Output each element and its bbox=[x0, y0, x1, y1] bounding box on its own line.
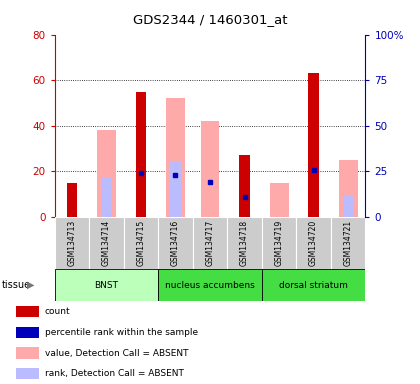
Text: GSM134713: GSM134713 bbox=[67, 220, 76, 266]
Bar bbox=[158, 217, 193, 269]
Text: GSM134718: GSM134718 bbox=[240, 220, 249, 266]
Bar bbox=[16, 348, 39, 359]
Bar bbox=[270, 183, 289, 217]
Bar bbox=[158, 269, 262, 301]
Text: tissue: tissue bbox=[2, 280, 31, 290]
Text: GSM134717: GSM134717 bbox=[205, 220, 215, 266]
Bar bbox=[16, 368, 39, 379]
Text: GSM134716: GSM134716 bbox=[171, 220, 180, 266]
Bar bbox=[55, 269, 158, 301]
Bar bbox=[101, 178, 112, 217]
Text: GSM134721: GSM134721 bbox=[344, 220, 353, 266]
Bar bbox=[123, 217, 158, 269]
Bar bbox=[239, 156, 250, 217]
Text: value, Detection Call = ABSENT: value, Detection Call = ABSENT bbox=[45, 349, 188, 358]
Bar bbox=[166, 98, 185, 217]
Text: nucleus accumbens: nucleus accumbens bbox=[165, 281, 255, 290]
Bar bbox=[339, 160, 357, 217]
Text: BNST: BNST bbox=[94, 281, 118, 290]
Bar bbox=[170, 162, 181, 217]
Bar bbox=[89, 217, 123, 269]
Text: GSM134720: GSM134720 bbox=[309, 220, 318, 266]
Bar bbox=[16, 306, 39, 318]
Text: dorsal striatum: dorsal striatum bbox=[279, 281, 348, 290]
Bar bbox=[193, 217, 227, 269]
Bar bbox=[331, 217, 365, 269]
Bar bbox=[16, 327, 39, 338]
Bar bbox=[297, 217, 331, 269]
Bar bbox=[343, 197, 353, 217]
Text: ▶: ▶ bbox=[26, 280, 34, 290]
Bar bbox=[55, 217, 89, 269]
Text: GDS2344 / 1460301_at: GDS2344 / 1460301_at bbox=[133, 13, 287, 26]
Bar bbox=[308, 73, 319, 217]
Bar bbox=[97, 130, 116, 217]
Bar bbox=[262, 269, 365, 301]
Text: percentile rank within the sample: percentile rank within the sample bbox=[45, 328, 198, 337]
Bar bbox=[136, 91, 146, 217]
Bar bbox=[67, 183, 77, 217]
Bar bbox=[262, 217, 297, 269]
Text: rank, Detection Call = ABSENT: rank, Detection Call = ABSENT bbox=[45, 369, 184, 378]
Text: GSM134714: GSM134714 bbox=[102, 220, 111, 266]
Text: GSM134715: GSM134715 bbox=[136, 220, 145, 266]
Text: GSM134719: GSM134719 bbox=[275, 220, 284, 266]
Bar bbox=[227, 217, 262, 269]
Bar bbox=[200, 121, 220, 217]
Text: count: count bbox=[45, 307, 70, 316]
